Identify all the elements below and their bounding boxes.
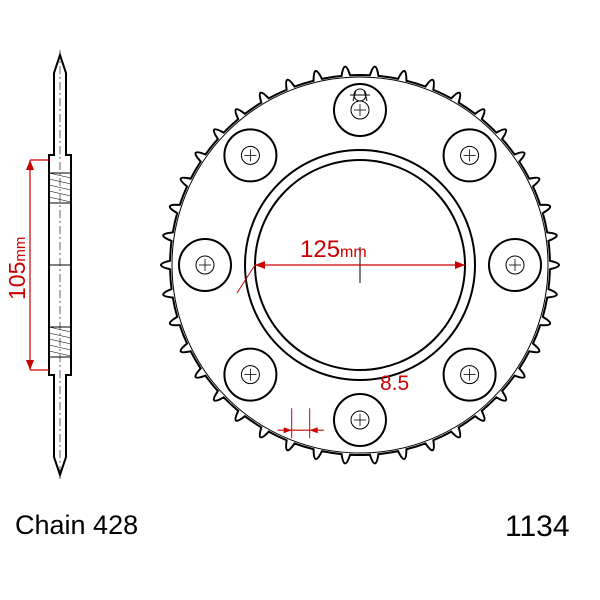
bore-diameter-dim: 125mm (300, 236, 367, 264)
part-number-label: 1134 (505, 510, 570, 544)
chain-label: Chain 428 (15, 510, 138, 541)
diagram-canvas: Chain 428 1134 125mm 8.5 105mm (0, 0, 600, 600)
bolt-circle-height-dim: 105mm (4, 237, 31, 300)
bolt-hole-diameter-dim: 8.5 (380, 372, 409, 396)
